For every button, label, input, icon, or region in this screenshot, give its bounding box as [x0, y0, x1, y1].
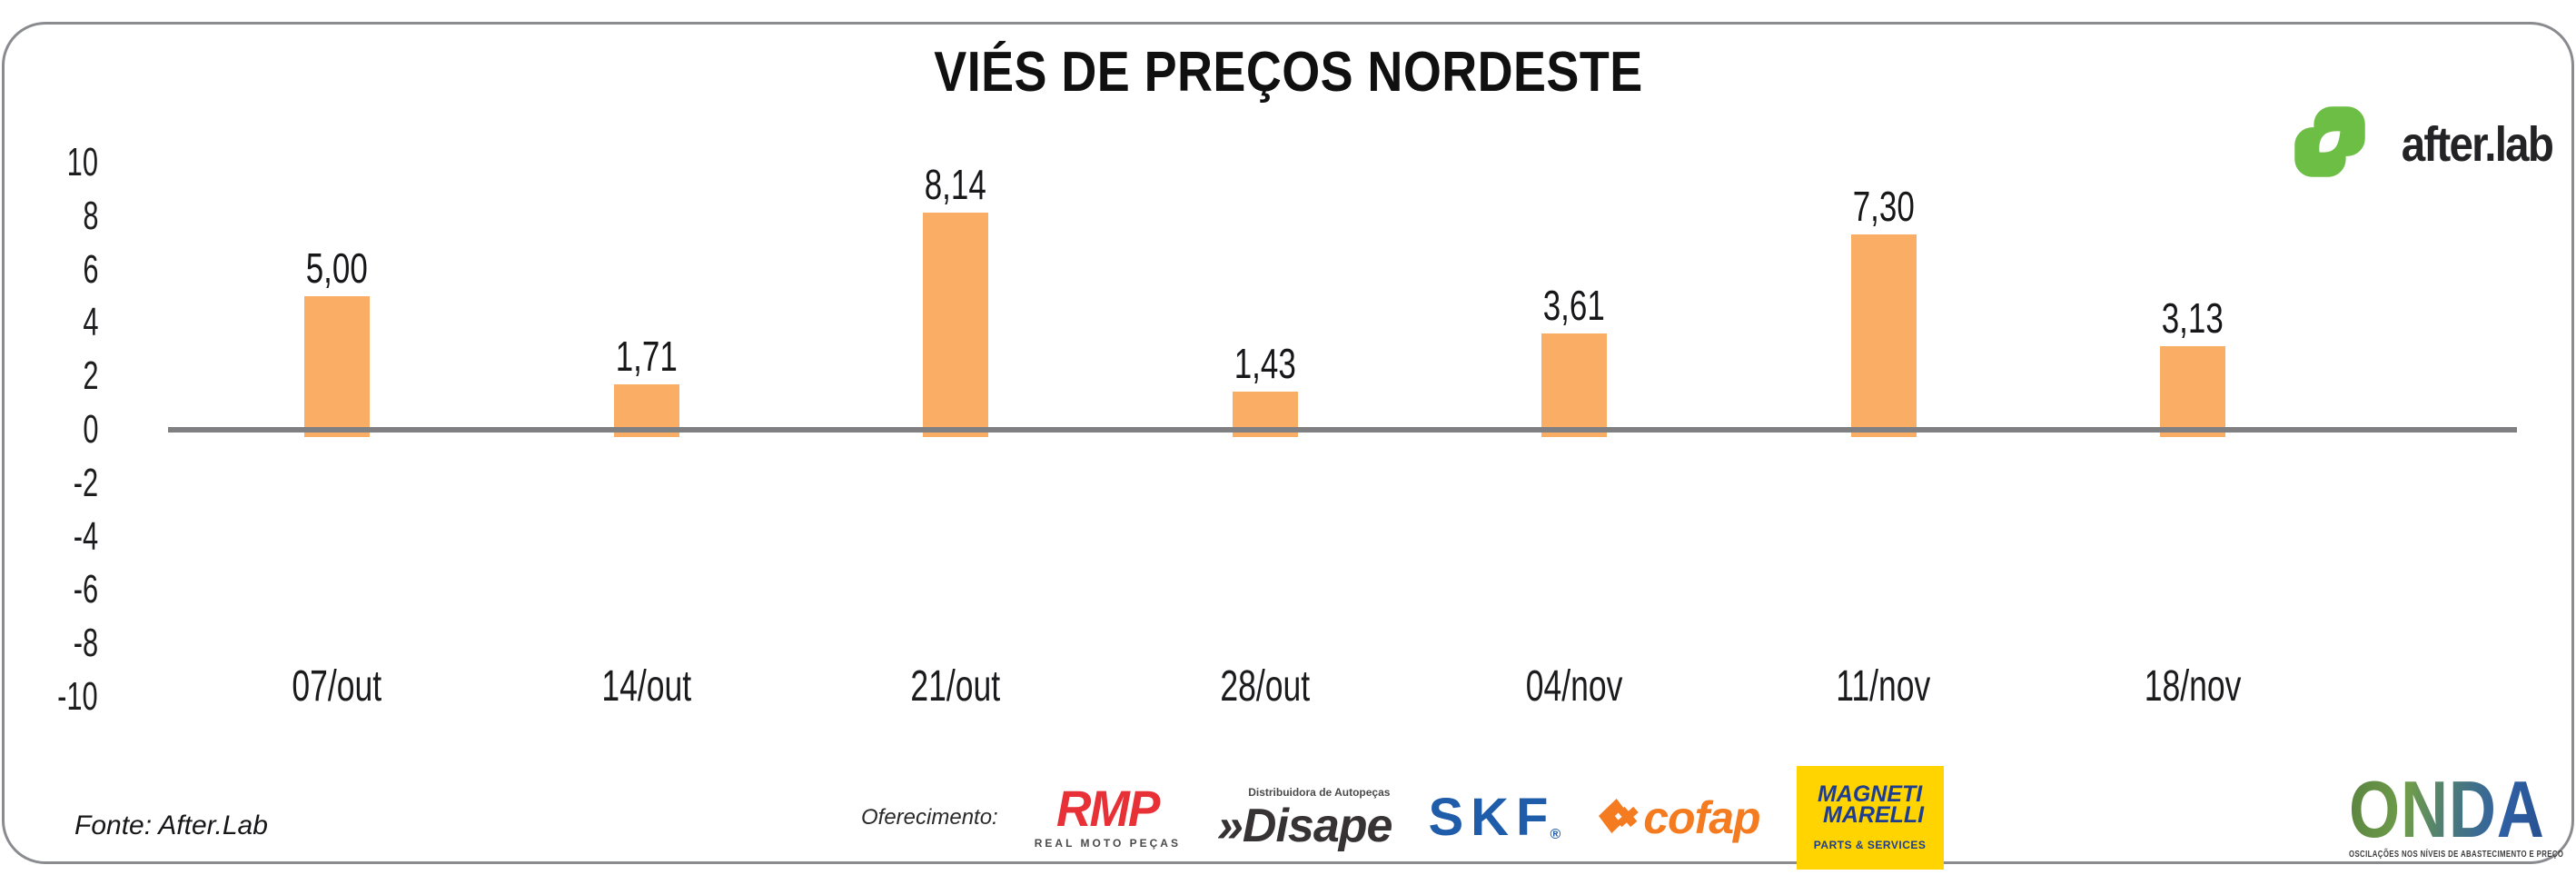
bar [1850, 234, 1917, 437]
bar [304, 296, 370, 437]
x-axis-tick-label: 28/out [1129, 661, 1402, 712]
report-card-border [2, 22, 2574, 864]
x-axis-tick-label: 04/nov [1438, 661, 1710, 712]
x-axis-tick-label-text: 21/out [910, 662, 1001, 711]
x-axis-zero-line [168, 427, 2517, 433]
chart-title: VIÉS DE PREÇOS NORDESTE [933, 41, 1643, 104]
bar [1541, 333, 1607, 437]
disape-logo: Distribuidora de Autopeças »Disape [1217, 786, 1392, 850]
bar-value-label: 1,43 [1156, 339, 1374, 388]
y-axis-tick-label: 2 [15, 356, 98, 396]
cofap-wordmark: cofap [1643, 792, 1760, 843]
bar-value-label: 5,00 [228, 244, 446, 293]
x-axis-tick-label-text: 11/nov [1836, 662, 1931, 711]
onda-logo: ONDA OSCILAÇÕES NOS NÍVEIS DE ABASTECIME… [2349, 764, 2576, 861]
y-axis-tick-label-text: -6 [73, 567, 98, 612]
x-axis-tick-label-text: 14/out [601, 662, 691, 711]
bar-value-label-text: 8,14 [924, 160, 987, 208]
y-axis-tick-label: 4 [15, 303, 98, 343]
afterlab-logo: after.lab [2290, 102, 2554, 186]
chart-header: VIÉS DE PREÇOS NORDESTE [0, 40, 2576, 104]
y-axis-tick-label-text: -8 [73, 621, 98, 666]
cofap-logo: cofap [1597, 792, 1761, 843]
magneti-marelli-logo: MAGNETI MARELLI PARTS & SERVICES [1796, 766, 1944, 870]
y-axis-tick-label-text: -10 [57, 674, 98, 719]
y-axis-tick-label-text: 4 [82, 300, 98, 345]
magneti-parts-services: PARTS & SERVICES [1813, 839, 1927, 851]
skf-registered-mark: ® [1550, 826, 1561, 842]
y-axis-tick-label: -2 [15, 460, 98, 505]
y-axis-tick-label: 6 [15, 246, 98, 292]
bar-value-label-text: 5,00 [305, 244, 369, 292]
afterlab-wordmark: after.lab [2401, 116, 2554, 172]
bar-value-label-text: 1,43 [1234, 339, 1296, 387]
bar-value-label-text: 3,61 [1542, 281, 1606, 329]
sponsor-strip: Oferecimento: RMP REAL MOTO PEÇAS Distri… [861, 765, 1944, 870]
rmp-wordmark: RMP [1056, 780, 1160, 838]
x-axis-tick-label: 11/nov [1748, 661, 2020, 712]
skf-logo: SKF ® [1428, 788, 1561, 848]
disape-chevrons-icon: » [1216, 800, 1243, 852]
disape-subtitle: Distribuidora de Autopeças [1248, 786, 1391, 799]
cofap-arrow-icon [1597, 798, 1639, 839]
y-axis-tick-label-text: 2 [82, 353, 98, 399]
onda-tagline: OSCILAÇÕES NOS NÍVEIS DE ABASTECIMENTO E… [2349, 849, 2564, 860]
y-axis-tick-label-text: 8 [82, 193, 98, 238]
bar-value-label-text: 7,30 [1852, 183, 1915, 231]
y-axis-tick-label: -4 [15, 513, 98, 559]
x-axis-tick-label-text: 18/nov [2144, 662, 2242, 711]
y-axis-tick-label: 8 [15, 193, 98, 238]
bar-value-label: 3,61 [1465, 281, 1683, 330]
x-axis-tick-label: 21/out [819, 661, 1092, 712]
magneti-line1: MAGNETI [1817, 781, 1923, 807]
y-axis-tick-label-text: 6 [82, 246, 98, 292]
x-axis-tick-label-text: 28/out [1220, 662, 1310, 711]
magneti-line2: MARELLI [1823, 802, 1925, 828]
bar-value-label: 7,30 [1775, 182, 1993, 231]
rmp-subtitle: REAL MOTO PEÇAS [1034, 836, 1181, 850]
disape-name: Disape [1242, 800, 1393, 852]
bar [2160, 345, 2225, 437]
y-axis-tick-label-text: -4 [73, 513, 98, 559]
y-axis-tick-label: 10 [15, 143, 98, 183]
bar [923, 212, 988, 437]
bar-value-label: 1,71 [538, 332, 756, 381]
x-axis-tick-label-text: 07/out [292, 662, 382, 711]
bar-value-label: 8,14 [847, 160, 1065, 209]
bar-value-label-text: 1,71 [615, 332, 678, 380]
y-axis-tick-label: 0 [15, 410, 98, 450]
y-axis-tick-label: -10 [15, 677, 98, 717]
y-axis-tick-label-text: 10 [66, 140, 98, 184]
y-axis-tick-label: -6 [15, 570, 98, 610]
sponsor-intro-label: Oferecimento: [861, 805, 998, 830]
y-axis-tick-label-text: 0 [82, 407, 98, 452]
onda-wordmark: ONDA [2349, 764, 2545, 854]
afterlab-leaf-icon [2290, 102, 2370, 186]
x-axis-tick-label-text: 04/nov [1525, 662, 1623, 711]
y-axis-tick-label: -8 [15, 623, 98, 663]
disape-wordmark: »Disape [1217, 800, 1392, 852]
y-axis-tick-label-text: -2 [73, 460, 98, 505]
source-note: Fonte: After.Lab [74, 810, 268, 840]
bar-value-label: 3,13 [2084, 293, 2302, 343]
bar-value-label-text: 3,13 [2161, 293, 2224, 342]
skf-wordmark: SKF [1428, 788, 1556, 848]
rmp-logo: RMP REAL MOTO PEÇAS [1034, 780, 1181, 850]
x-axis-tick-label: 07/out [201, 661, 473, 712]
x-axis-tick-label: 18/nov [2056, 661, 2329, 712]
x-axis-tick-label: 14/out [510, 661, 783, 712]
